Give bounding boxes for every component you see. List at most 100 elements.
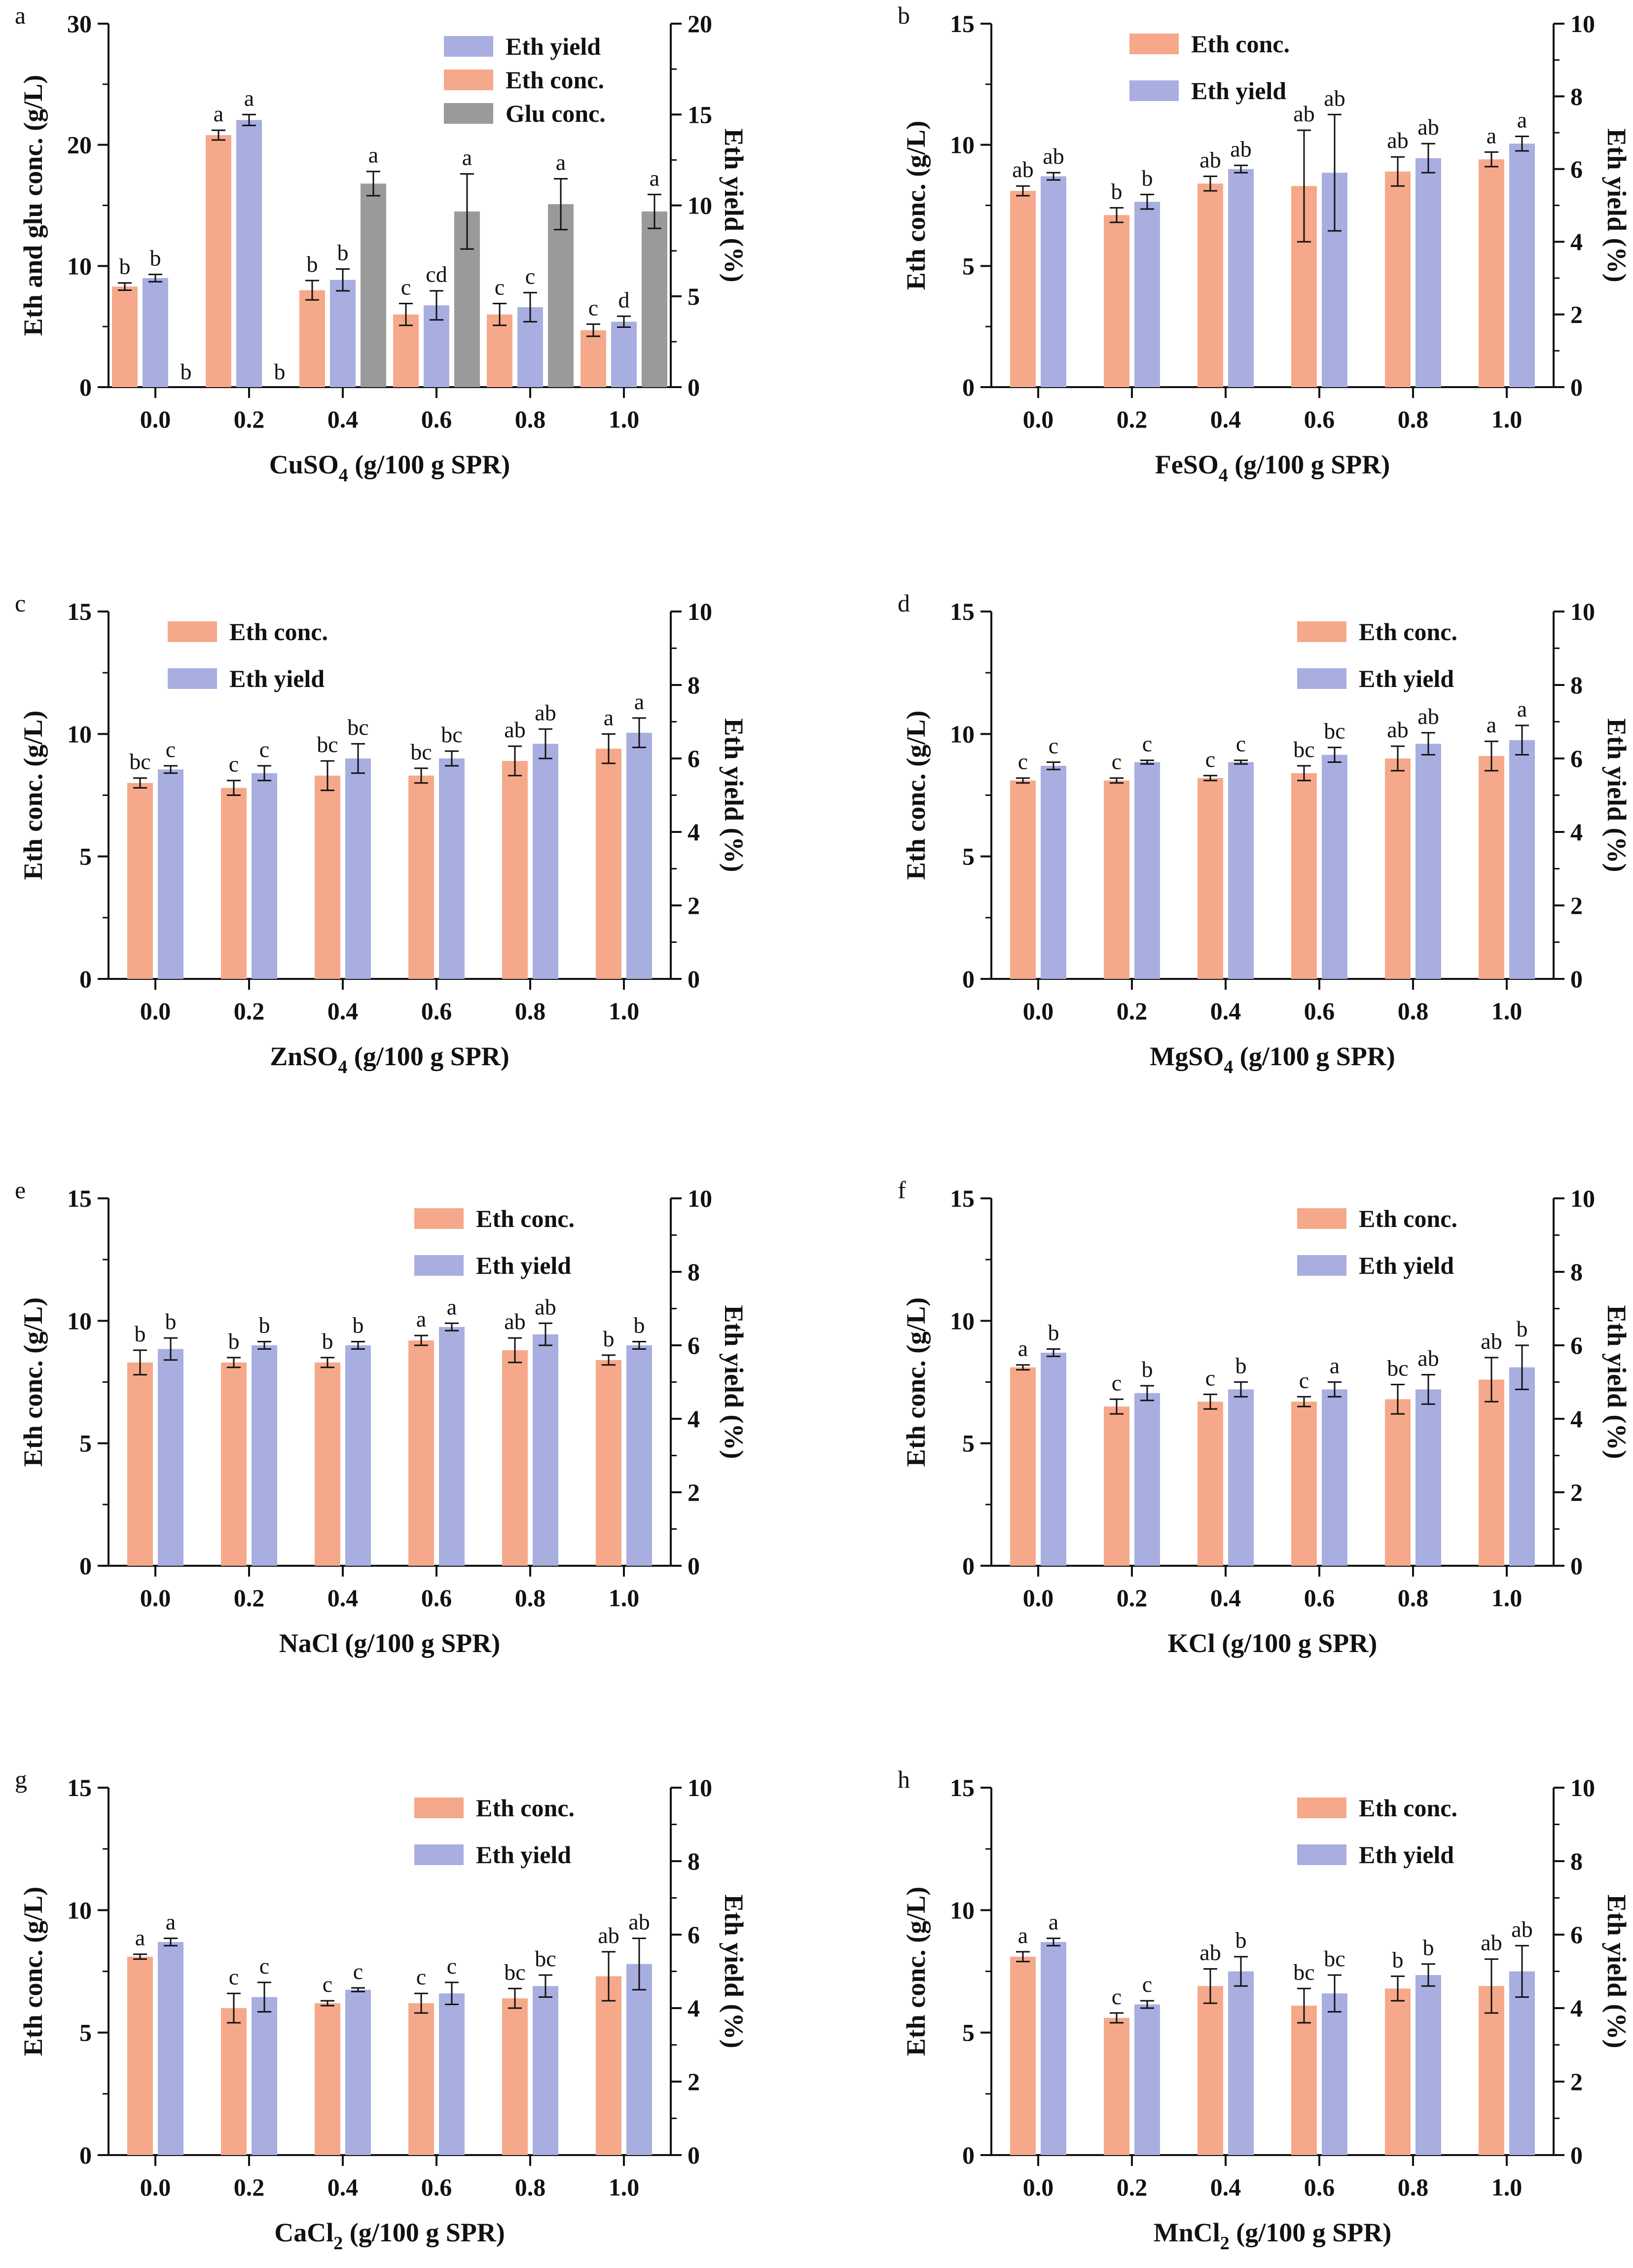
x-tick-label: 0.0	[140, 1584, 171, 1612]
significance-label: ab	[504, 717, 525, 742]
bar-eth-yield	[1415, 1389, 1441, 1566]
x-tick-label: 0.4	[1210, 405, 1241, 433]
bar-eth-conc-	[581, 330, 606, 387]
right-tick-label: 4	[688, 1994, 700, 2022]
bar-eth-yield	[252, 773, 277, 979]
significance-label: ab	[598, 1923, 619, 1948]
x-tick-label: 1.0	[609, 405, 640, 433]
right-tick-label: 2	[688, 892, 700, 919]
bar-eth-conc-	[221, 1362, 247, 1566]
significance-label: c	[1299, 1368, 1309, 1393]
significance-label: b	[322, 1329, 333, 1354]
significance-label: a	[1487, 123, 1496, 148]
bar-eth-yield	[439, 1327, 465, 1566]
left-tick-label: 0	[79, 1552, 92, 1580]
x-axis-title: CaCl2 (g/100 g SPR)	[274, 2218, 505, 2254]
significance-label: b	[1142, 1357, 1153, 1382]
significance-label: c	[588, 295, 598, 320]
bar-eth-conc-	[502, 760, 528, 979]
panel-letter: g	[15, 1765, 27, 1793]
legend-label: Eth yield	[229, 665, 325, 692]
legend-label: Eth conc.	[1359, 618, 1457, 646]
significance-label: a	[1487, 712, 1496, 737]
right-tick-label: 4	[1570, 1994, 1583, 2022]
bar-eth-yield	[1322, 1993, 1347, 2155]
bar-eth-yield	[252, 1997, 277, 2155]
legend-swatch	[1297, 1844, 1346, 1865]
x-axis-title-rest: (g/100 g SPR)	[338, 1628, 500, 1658]
x-axis-title-main: CaCl	[274, 2218, 333, 2247]
bar-eth-yield	[1509, 1971, 1535, 2155]
panel-letter: d	[898, 589, 910, 617]
right-tick-label: 10	[688, 1185, 712, 1212]
right-tick-label: 10	[1570, 598, 1595, 625]
bar-glu-conc-	[548, 204, 574, 387]
bar-eth-conc-	[1198, 183, 1223, 387]
x-tick-label: 0.0	[140, 405, 171, 433]
right-tick-label: 6	[688, 1921, 700, 1948]
right-tick-label: 10	[1570, 10, 1595, 37]
x-tick-label: 0.6	[1304, 997, 1335, 1025]
significance-label: b	[150, 246, 161, 271]
significance-label: a	[244, 85, 254, 110]
bar-eth-conc-	[1479, 159, 1504, 387]
right-y-axis-title: Eth yield (%)	[1602, 1894, 1632, 2048]
left-y-axis-title: Eth and glu conc. (g/L)	[18, 75, 48, 336]
x-tick-label: 0.0	[140, 2173, 171, 2201]
right-tick-label: 0	[688, 1552, 700, 1580]
bar-eth-yield	[1322, 1389, 1347, 1566]
x-tick-label: 0.6	[421, 2173, 452, 2201]
right-tick-label: 0	[688, 965, 700, 993]
bar-eth-yield	[252, 1345, 277, 1566]
significance-label: a	[166, 1909, 176, 1934]
x-tick-label: 0.8	[515, 997, 546, 1025]
legend-swatch	[1129, 80, 1179, 101]
bar-eth-conc-	[1104, 215, 1129, 387]
bar-eth-yield	[1228, 762, 1254, 979]
legend-swatch	[444, 103, 493, 124]
bar-eth-yield	[1041, 176, 1066, 387]
right-tick-label: 0	[1570, 2141, 1583, 2169]
significance-label: a	[368, 143, 378, 168]
x-axis-title-rest: (g/100 g SPR)	[343, 2218, 505, 2247]
bar-eth-yield	[1228, 1971, 1254, 2155]
legend-label: Glu conc.	[506, 100, 606, 127]
left-tick-label: 5	[962, 2019, 975, 2047]
significance-label: b	[1392, 1947, 1404, 1972]
x-axis-title-main: NaCl	[279, 1628, 338, 1658]
bar-eth-conc-	[1104, 780, 1129, 979]
significance-label: c	[323, 1972, 332, 1997]
significance-label: b	[1235, 1353, 1247, 1378]
bar-eth-yield	[1134, 202, 1160, 387]
bar-eth-yield	[236, 120, 262, 387]
significance-label: c	[259, 737, 269, 762]
x-axis-title-subscript: 4	[338, 1057, 347, 1078]
significance-label: ab	[1481, 1329, 1502, 1354]
bar-eth-yield	[439, 758, 465, 979]
x-axis-title-rest: (g/100 g SPR)	[348, 450, 510, 479]
x-tick-label: 0.4	[327, 997, 359, 1025]
significance-label: a	[416, 1306, 426, 1332]
bar-eth-conc-	[408, 2003, 434, 2155]
x-tick-label: 0.2	[1117, 1584, 1148, 1612]
left-tick-label: 20	[67, 131, 92, 159]
bar-eth-conc-	[315, 1362, 340, 1566]
bar-eth-yield	[533, 744, 558, 979]
x-tick-label: 0.6	[421, 997, 452, 1025]
bar-eth-conc-	[393, 314, 419, 387]
x-tick-label: 1.0	[1491, 997, 1523, 1025]
significance-label: c	[401, 274, 411, 299]
x-axis-title-subscript: 4	[339, 465, 348, 486]
x-axis-title-main: MnCl	[1154, 2218, 1220, 2247]
bar-eth-yield	[330, 280, 356, 387]
x-axis-title-main: CuSO	[269, 450, 339, 479]
right-tick-label: 0	[1570, 965, 1583, 993]
legend-swatch	[414, 1255, 464, 1276]
significance-label: c	[166, 737, 176, 762]
bar-eth-conc-	[1385, 171, 1411, 387]
legend-swatch	[1297, 621, 1346, 642]
right-tick-label: 8	[1570, 82, 1583, 110]
legend-swatch	[1297, 668, 1346, 689]
significance-label: a	[1517, 107, 1527, 132]
